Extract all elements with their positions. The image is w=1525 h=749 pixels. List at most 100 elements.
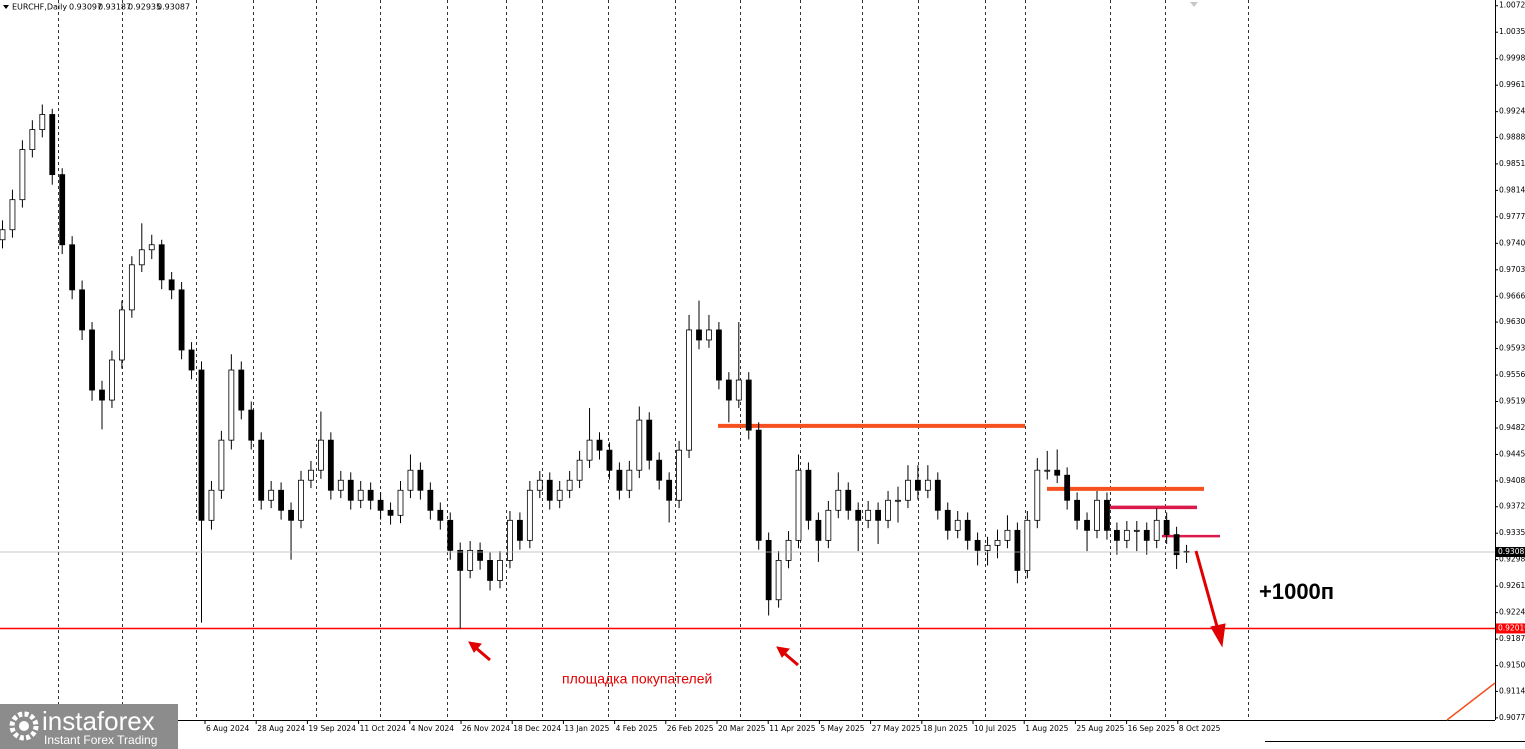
arrow-shaft [475,646,491,662]
candle-body [735,379,742,401]
candle-body [984,544,991,551]
candle-body [327,439,334,491]
x-tick-label: 10 Jul 2025 [974,724,1017,733]
candle-body [994,539,1001,546]
candle-body [915,479,921,491]
candle-body [258,439,265,501]
candle-body [1084,519,1090,531]
candle-body [1014,529,1021,571]
candle-body [666,479,673,501]
candle-body [825,509,832,541]
symbol: EURCHF,Daily [12,3,67,12]
x-tick-label: 26 Feb 2025 [667,724,714,733]
candle-body [536,479,543,491]
candle-body [865,509,872,521]
levels [0,423,1495,630]
candle-body [805,469,812,521]
candle-body [964,519,971,541]
candle-body [397,489,404,516]
x-tick-label: 6 Aug 2024 [206,724,249,733]
time-axis: 6 Aug 2024 28 Aug 2024 19 Sep 2024 11 Oct 2… [204,720,1221,733]
candle-body [138,249,145,266]
candle-body [526,489,533,541]
candle-body [467,549,474,571]
candle-body [218,439,225,491]
arrow-head [1210,623,1226,648]
candle-body [905,479,911,501]
low: 0.92935 [128,3,161,12]
candle-body [626,469,633,491]
current-price-label: 0.93087 [1498,547,1525,556]
x-tick-label: 18 Jun 2025 [923,724,968,733]
header: EURCHF,Daily 0.93097 0.93187 0.92935 0.9… [12,3,190,12]
candle-body [487,559,493,581]
candle-body [477,549,484,561]
x-tick-label: 25 Aug 2025 [1076,724,1124,733]
candle-body [9,199,16,231]
candle-body [288,509,294,521]
candle-body [1114,529,1120,541]
candle-body [417,469,424,491]
candle-body [1034,469,1041,521]
candle-body [437,509,444,521]
candle-body [377,499,384,511]
candle-body [1004,529,1011,541]
candle-body [676,449,682,501]
candle-body [69,244,76,291]
candle-body [19,149,26,201]
x-tick-label: 11 Oct 2024 [360,724,407,733]
candle-body [785,539,792,561]
candle-body [895,499,901,502]
candle-body [835,489,842,511]
arrow-shaft [1194,550,1220,631]
x-tick-label: 18 Dec 2024 [513,724,561,733]
candle-body [447,519,454,551]
candle-body [1044,469,1051,472]
level-price-box [1496,623,1525,634]
trend-line [1446,682,1496,721]
candle-body [686,329,692,451]
candle-body [59,174,66,246]
candle-body [1153,519,1160,541]
candles [0,104,1495,630]
candle-body [845,489,852,511]
candle-body [128,264,135,311]
x-tick-label: 1 Aug 2025 [1025,724,1068,733]
candle-body [1054,469,1061,476]
logo-background [0,704,178,749]
candle-body [228,369,235,441]
logo: instaforex Instant Forex Trading [0,704,178,749]
candle-body [268,489,275,501]
candle-body [1133,529,1140,532]
candle-body [924,479,931,491]
candle-body [427,489,434,511]
candle-body [89,329,95,391]
header-arrow [3,5,9,9]
arrow-shaft [783,651,799,667]
candle-body [546,479,553,501]
level-price-label: 0.92019 [1498,623,1525,632]
x-tick-label: 4 Nov 2024 [411,724,454,733]
candle-body [387,509,394,516]
candle-body [407,469,414,491]
candle-body [755,429,762,541]
candle-body [576,459,583,481]
candle-body [119,309,125,361]
candle-body [855,509,862,521]
candle-body [1163,519,1170,536]
